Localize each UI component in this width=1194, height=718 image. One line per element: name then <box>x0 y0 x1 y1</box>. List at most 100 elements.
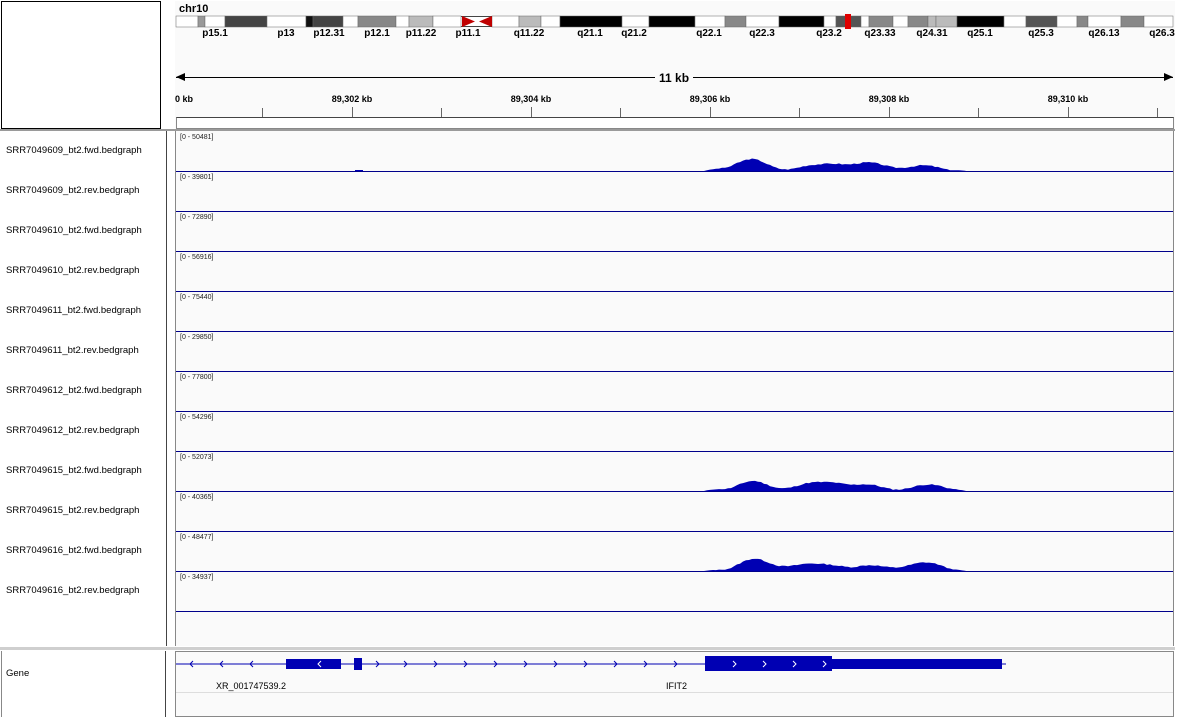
coverage-track[interactable] <box>176 371 1173 411</box>
track-name[interactable]: SRR7049609_bt2.rev.bedgraph <box>6 185 140 196</box>
header-divider[interactable] <box>0 129 1194 131</box>
ideogram-band <box>1143 15 1174 28</box>
track-baseline <box>176 171 1173 172</box>
band-label: p15.1 <box>202 28 228 39</box>
track-data-range: [0 - 75440] <box>180 294 214 301</box>
ruler-minor-tick <box>1157 108 1158 117</box>
ideogram-band <box>395 15 410 28</box>
coverage-track[interactable] <box>176 171 1173 211</box>
ruler-major-tick <box>710 107 711 117</box>
track-name[interactable]: SRR7049615_bt2.rev.bedgraph <box>6 505 140 516</box>
strand-chevron-left-icon <box>189 660 194 668</box>
ideogram-band <box>907 15 929 28</box>
band-label: q25.3 <box>1028 28 1054 39</box>
exon-block[interactable] <box>832 659 1002 669</box>
coverage-signal <box>704 480 966 491</box>
track-data-range: [0 - 50481] <box>180 134 214 141</box>
track-baseline <box>176 331 1173 332</box>
band-label: q23.2 <box>816 28 842 39</box>
ideogram-band <box>694 15 726 28</box>
span-label: 11 kb <box>655 71 694 85</box>
track-data-range: [0 - 39801] <box>180 174 214 181</box>
current-region-marker[interactable] <box>845 14 851 29</box>
ruler-base[interactable] <box>176 117 1174 129</box>
track-name[interactable]: SRR7049616_bt2.fwd.bedgraph <box>6 545 142 556</box>
coverage-track[interactable] <box>176 571 1173 611</box>
track-baseline <box>176 611 1173 612</box>
track-name[interactable]: SRR7049612_bt2.rev.bedgraph <box>6 425 140 436</box>
ideogram-band <box>559 15 623 28</box>
strand-chevron-left-icon <box>317 660 322 668</box>
ideogram-band <box>1076 15 1089 28</box>
ideogram-band <box>935 15 958 28</box>
ideogram-band <box>648 15 696 28</box>
track-name[interactable]: SRR7049609_bt2.fwd.bedgraph <box>6 145 142 156</box>
chromosome-ideogram[interactable] <box>175 14 1174 29</box>
chromosome-name[interactable]: chr10 <box>179 3 209 15</box>
track-data-range: [0 - 48477] <box>180 534 214 541</box>
band-label: p13 <box>277 28 295 39</box>
gene-feature-name[interactable]: XR_001747539.2 <box>216 681 287 691</box>
coverage-track[interactable] <box>176 211 1173 251</box>
ideogram-band <box>408 15 434 28</box>
strand-chevron-right-icon <box>613 660 618 668</box>
track-data-range: [0 - 40365] <box>180 494 214 501</box>
track-baseline <box>176 291 1173 292</box>
gene-annotation-svg[interactable] <box>176 652 1173 682</box>
ideogram-band <box>724 15 747 28</box>
track-name[interactable]: SRR7049610_bt2.rev.bedgraph <box>6 265 140 276</box>
coverage-track[interactable] <box>176 411 1173 451</box>
ruler-major-tick <box>889 107 890 117</box>
coverage-track[interactable] <box>176 531 1173 571</box>
ideogram-band <box>204 15 226 28</box>
band-label: q21.1 <box>577 28 603 39</box>
track-baseline <box>176 451 1173 452</box>
ruler-tick-label: 89,308 kb <box>868 94 910 104</box>
coverage-track[interactable] <box>176 491 1173 531</box>
coverage-track[interactable] <box>176 331 1173 371</box>
coverage-track[interactable] <box>176 251 1173 291</box>
centromere-icon <box>479 16 492 27</box>
ideogram-band <box>1003 15 1027 28</box>
band-label: q22.1 <box>696 28 722 39</box>
track-data-range: [0 - 29850] <box>180 334 214 341</box>
track-name[interactable]: SRR7049612_bt2.fwd.bedgraph <box>6 385 142 396</box>
ideogram-band <box>540 15 561 28</box>
ruler-major-tick <box>531 107 532 117</box>
gene-feature-name[interactable]: IFIT2 <box>666 681 688 691</box>
band-label: q26.3 <box>1149 28 1175 39</box>
track-name[interactable]: SRR7049615_bt2.fwd.bedgraph <box>6 465 142 476</box>
strand-chevron-left-icon <box>249 660 254 668</box>
band-label: q21.2 <box>621 28 647 39</box>
exon-block[interactable] <box>286 659 341 669</box>
track-name[interactable]: SRR7049610_bt2.fwd.bedgraph <box>6 225 142 236</box>
band-label: q25.1 <box>967 28 993 39</box>
exon-block[interactable] <box>354 658 362 670</box>
band-label: p12.1 <box>364 28 390 39</box>
track-name[interactable]: SRR7049611_bt2.fwd.bedgraph <box>6 305 142 316</box>
strand-chevron-right-icon <box>822 660 827 668</box>
band-label: q11.22 <box>513 28 545 39</box>
ideogram-band <box>305 15 314 28</box>
ideogram-band <box>823 15 837 28</box>
ruler-minor-tick <box>262 108 263 117</box>
name-panel-header <box>1 1 161 129</box>
gene-track-label[interactable]: Gene <box>6 668 30 679</box>
track-baseline <box>176 411 1173 412</box>
band-label: q23.33 <box>864 28 896 39</box>
strand-chevron-right-icon <box>375 660 380 668</box>
track-name[interactable]: SRR7049611_bt2.rev.bedgraph <box>6 345 139 356</box>
strand-chevron-left-icon <box>219 660 224 668</box>
coverage-track[interactable] <box>176 451 1173 491</box>
band-label: q22.3 <box>749 28 775 39</box>
ideogram-band <box>860 15 870 28</box>
gene-divider[interactable] <box>0 647 1194 650</box>
coverage-track[interactable] <box>176 131 1173 171</box>
ideogram-band <box>224 15 268 28</box>
coverage-track[interactable] <box>176 291 1173 331</box>
ideogram-band <box>432 15 462 28</box>
data-panel[interactable] <box>175 131 1174 646</box>
track-name[interactable]: SRR7049616_bt2.rev.bedgraph <box>6 585 140 596</box>
exon-block[interactable] <box>705 656 832 671</box>
ideogram-band <box>312 15 344 28</box>
